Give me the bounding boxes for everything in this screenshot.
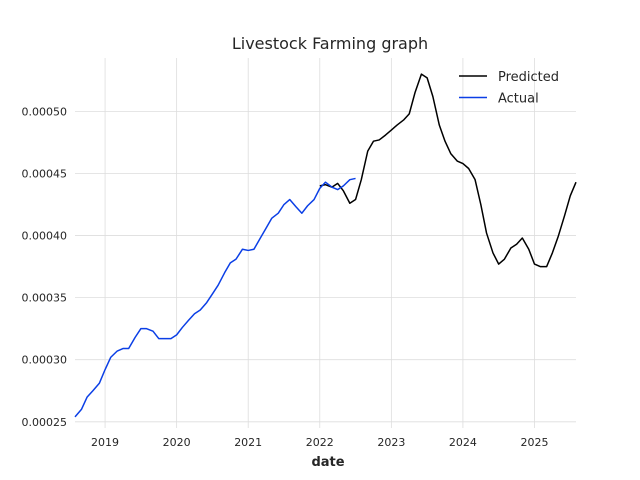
x-tick-label: 2024 — [449, 436, 477, 449]
x-tick-label: 2020 — [163, 436, 191, 449]
chart-title: Livestock Farming graph — [232, 34, 428, 53]
y-tick-label: 0.00040 — [22, 230, 68, 243]
y-tick-label: 0.00035 — [22, 292, 68, 305]
x-tick-label: 2025 — [520, 436, 548, 449]
legend-label-predicted: Predicted — [498, 70, 559, 85]
grid — [75, 58, 576, 428]
y-tick-label: 0.00045 — [22, 167, 68, 180]
x-tick-label: 2022 — [306, 436, 334, 449]
x-axis-label: date — [311, 455, 344, 470]
x-tick-label: 2019 — [91, 436, 119, 449]
series-group — [74, 73, 577, 418]
axes: 2019 2020 2021 2022 2023 2024 2025 0.00025 0.000… — [22, 105, 549, 449]
x-tick-label: 2021 — [234, 436, 262, 449]
y-tick-label: 0.00050 — [22, 105, 68, 118]
y-tick-label: 0.00025 — [22, 416, 68, 429]
legend: Predicted Actual — [459, 70, 559, 107]
series-line-actual — [74, 177, 356, 418]
series-line-predicted — [319, 73, 577, 268]
y-tick-label: 0.00030 — [22, 354, 68, 367]
legend-label-actual: Actual — [498, 92, 539, 107]
x-tick-label: 2023 — [377, 436, 405, 449]
